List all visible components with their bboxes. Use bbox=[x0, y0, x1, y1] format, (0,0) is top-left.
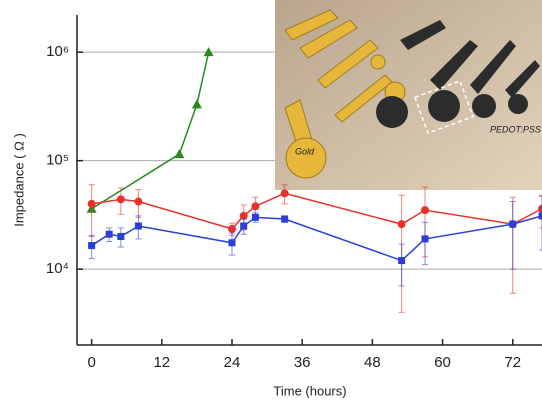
marker bbox=[421, 206, 429, 214]
error-bar bbox=[422, 222, 428, 264]
error-bar bbox=[510, 202, 516, 270]
marker bbox=[539, 212, 542, 219]
marker bbox=[88, 242, 95, 249]
x-tick-label: 60 bbox=[434, 354, 451, 371]
chart: Gold PEDOT:PSS Impedance ( Ω ) Time (hou… bbox=[0, 0, 542, 400]
y-tick-label: 10⁶ bbox=[46, 43, 69, 60]
y-axis-label: Impedance ( Ω ) bbox=[11, 133, 26, 227]
x-tick-label: 72 bbox=[504, 354, 521, 371]
inset-label: Gold bbox=[295, 146, 315, 156]
marker bbox=[398, 220, 406, 228]
series-line bbox=[92, 193, 542, 229]
marker bbox=[252, 214, 259, 221]
marker bbox=[281, 189, 289, 197]
marker bbox=[538, 205, 542, 213]
marker bbox=[117, 233, 124, 240]
marker bbox=[117, 195, 125, 203]
y-tick-label: 10⁵ bbox=[46, 152, 69, 169]
marker bbox=[228, 225, 236, 233]
error-bar bbox=[399, 244, 405, 286]
x-tick-label: 12 bbox=[153, 354, 170, 371]
x-tick-label: 0 bbox=[87, 354, 95, 371]
marker bbox=[422, 235, 429, 242]
marker bbox=[88, 200, 96, 208]
x-axis-label: Time (hours) bbox=[273, 383, 346, 398]
series-line bbox=[92, 52, 209, 209]
marker bbox=[240, 222, 247, 229]
marker bbox=[134, 198, 142, 206]
marker bbox=[174, 149, 184, 158]
marker bbox=[106, 231, 113, 238]
marker bbox=[192, 99, 202, 108]
marker bbox=[281, 215, 288, 222]
series-line bbox=[92, 216, 542, 261]
x-tick-label: 48 bbox=[364, 354, 381, 371]
x-tick-label: 36 bbox=[294, 354, 311, 371]
y-tick-label: 10⁴ bbox=[46, 260, 69, 277]
marker bbox=[135, 222, 142, 229]
marker bbox=[229, 239, 236, 246]
marker bbox=[251, 202, 259, 210]
x-tick-label: 24 bbox=[224, 354, 241, 371]
marker bbox=[509, 221, 516, 228]
inset-label: PEDOT:PSS bbox=[490, 124, 541, 134]
marker bbox=[398, 257, 405, 264]
inset-photo: Gold PEDOT:PSS bbox=[275, 0, 542, 190]
